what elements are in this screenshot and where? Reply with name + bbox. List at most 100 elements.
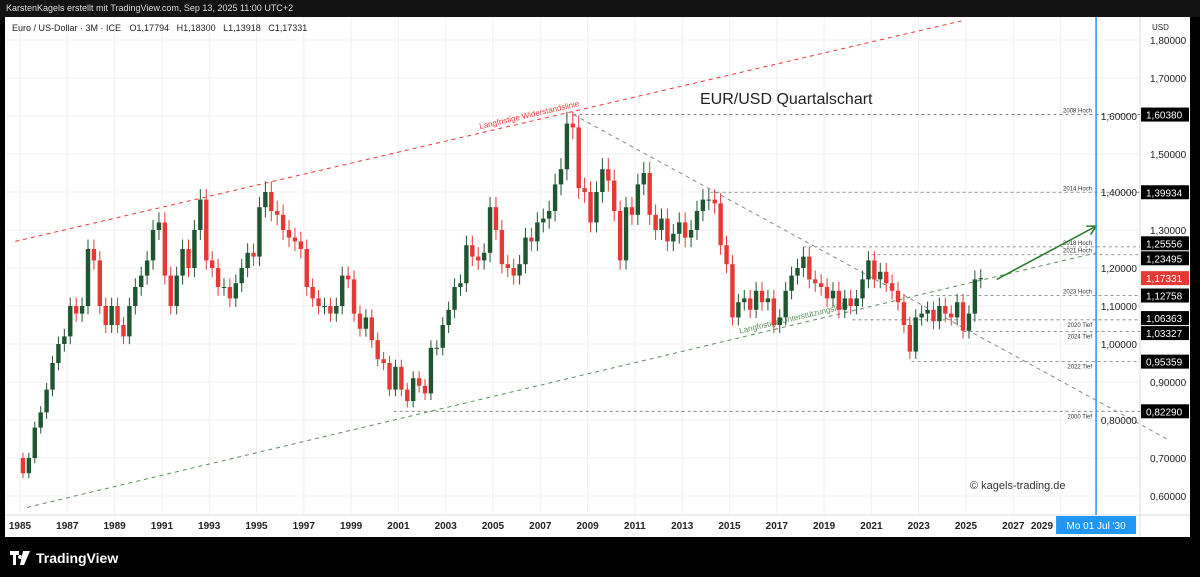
candle-body (68, 306, 73, 337)
candle-body (883, 271, 889, 284)
price-level-box (1141, 354, 1189, 369)
candle-body (505, 264, 510, 268)
candle-body (594, 192, 599, 223)
price-tick: 1,20000 (1101, 264, 1138, 275)
candle-body (464, 245, 469, 284)
candle-body (239, 268, 244, 284)
candle-body (399, 366, 404, 390)
candle-body (629, 207, 635, 215)
candle-body (558, 169, 564, 185)
candle-body (192, 230, 197, 268)
candle-body (541, 218, 546, 223)
candle-body (753, 290, 759, 310)
price-tick: 1,10000 (1101, 302, 1138, 313)
symbol-legend: Euro / US-Dollar · 3M · ICE O1,17794 H1,… (12, 23, 307, 33)
time-tick: 2005 (482, 521, 505, 532)
candle-body (180, 249, 185, 276)
price-level-value: 1,60380 (1146, 111, 1183, 122)
time-tick: 2021 (860, 521, 883, 532)
tradingview-logo[interactable]: TradingView (10, 550, 118, 566)
brand-name: TradingView (36, 550, 119, 566)
candle-body (280, 214, 286, 230)
candle-body (499, 230, 505, 265)
candle-body (316, 298, 321, 306)
candle-body (351, 279, 357, 314)
candle-body (511, 268, 516, 276)
candle-body (653, 214, 658, 230)
candle-body (269, 192, 274, 211)
candle-body (954, 302, 960, 318)
drawings: 2008 Hoch 2014 Hoch 2018 Hoch 2021 Hoch 2023… (15, 17, 1168, 515)
candle-body (150, 230, 156, 261)
candle-body (91, 249, 97, 261)
candle-body (901, 302, 907, 325)
time-tick: 1997 (293, 521, 316, 532)
candle-body (718, 203, 723, 246)
candle-body (38, 412, 43, 428)
candle-body (546, 211, 552, 219)
candle-body (978, 278, 983, 280)
candle-body (85, 249, 91, 306)
level-label: 2014 Hoch (1063, 186, 1092, 192)
candle-body (659, 218, 664, 230)
candle-body (446, 309, 451, 325)
legend-high: H1,18300 (177, 23, 216, 33)
attribution-bar: KarstenKagels erstellt mit TradingView.c… (0, 0, 1200, 17)
candle-body (186, 249, 191, 268)
candle-body (381, 359, 386, 363)
candle-body (274, 211, 280, 215)
price-level-box (1141, 326, 1189, 341)
candle-body (801, 256, 806, 268)
candle-body (263, 192, 268, 208)
candle-body (26, 458, 32, 474)
candle-body (115, 306, 120, 325)
candle-body (375, 340, 380, 360)
candle-body (121, 325, 126, 337)
candle-body (671, 233, 676, 242)
level-label: 2021 Hoch (1063, 249, 1092, 255)
legend-open: O1,17794 (130, 23, 170, 33)
candle-body (410, 378, 416, 401)
price-axis[interactable]: 1,80000 1,70000 1,60000 1,50000 1,40000 1,300… (1101, 36, 1189, 503)
candle-body (73, 306, 79, 314)
candle-body (765, 298, 771, 303)
candle-body (233, 283, 239, 299)
time-tick: 2007 (529, 521, 552, 532)
candle-body (458, 283, 463, 287)
candle-body (517, 264, 522, 276)
price-tick: 1,00000 (1101, 340, 1138, 351)
last-price-value: 1,17331 (1146, 274, 1183, 285)
candle-body (144, 260, 150, 276)
time-tick: 2013 (671, 521, 694, 532)
candle-body (440, 325, 445, 348)
candle-body (854, 298, 859, 306)
candle-body (44, 389, 49, 413)
candle-body (576, 127, 581, 189)
candle-body (357, 313, 363, 329)
candle-body (304, 249, 309, 287)
candle-body (813, 279, 818, 284)
candle-body (623, 207, 629, 261)
candle-body (523, 237, 528, 265)
price-level-value: 1,25556 (1146, 239, 1183, 250)
price-level-box (1141, 404, 1189, 419)
time-tick: 1993 (198, 521, 221, 532)
price-level-box (1141, 236, 1189, 251)
candle-body (730, 264, 735, 318)
price-level-box (1141, 288, 1189, 303)
candle-body (824, 287, 830, 299)
candle-body (245, 252, 250, 268)
candle-body (50, 363, 55, 390)
price-level-value: 1,39934 (1146, 188, 1183, 199)
candle-body (298, 241, 304, 249)
candle-body (133, 287, 138, 306)
candle-body (937, 306, 942, 322)
price-level-value: 0,95359 (1146, 358, 1183, 369)
candle-body (600, 169, 605, 192)
candle-body (103, 306, 108, 325)
candle-body (641, 173, 646, 185)
time-tick: 2023 (908, 521, 931, 532)
time-axis[interactable]: 1985 1987 1989 1991 1993 1995 1997 1999 2001 2003… (9, 516, 1137, 534)
candle-body (156, 222, 162, 230)
